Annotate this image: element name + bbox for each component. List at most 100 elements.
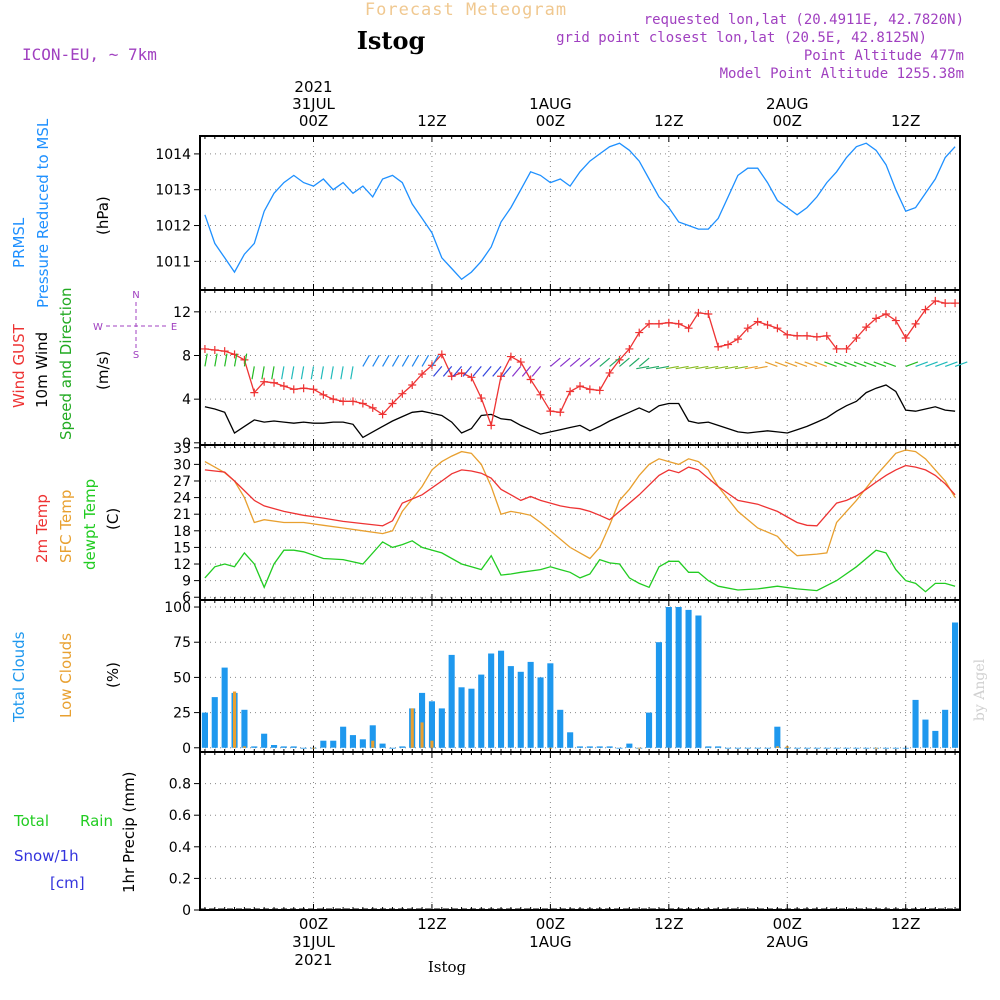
ytick-label: 21 [173,507,191,523]
gust-marker [279,382,288,391]
gust-marker [812,332,821,341]
gust-marker [941,299,950,308]
bottom-time-label: 00Z [536,915,565,933]
wind-direction-arrow [442,366,453,377]
wind-direction-arrow [873,361,887,367]
ytick-label: 0.2 [169,871,191,887]
ytick-label: 0.6 [169,808,191,824]
gust-marker [299,384,308,393]
wind-unit: (m/s) [94,351,112,390]
total-cloud-bar [764,747,771,749]
gust-marker [576,382,584,391]
gust-marker [289,385,298,394]
wind-direction-arrow [935,361,948,367]
dewpt-axis-label: dewpt Temp [81,479,99,570]
total-cloud-bar [606,746,613,748]
wind-direction-arrow [834,361,847,367]
total-rain-label-total: Total [13,812,49,830]
gust-marker [773,324,782,333]
model-altitude: Model Point Altitude 1255.38m [720,66,964,82]
watermark: by Angel [972,658,988,721]
gust-marker [803,331,812,340]
total-cloud-bar [271,745,278,748]
total-cloud-bar [261,733,268,748]
wind-direction-arrow [619,357,630,367]
wind-direction-arrow [204,353,208,367]
wind-direction-arrow [734,365,748,370]
ytick-label: 0 [182,741,191,757]
gust-marker [931,296,940,305]
wind-direction-arrow [944,361,958,367]
panel-frame [199,289,961,446]
gust-marker [457,368,466,377]
wind-speed-line [204,384,956,439]
total-clouds-axis-label: Total Clouds [10,631,28,723]
wind-direction-arrow [824,361,837,367]
gust-marker [585,385,594,394]
wind-direction-arrow [372,354,380,367]
pressure-axis-label: Pressure Reduced to MSL [34,118,52,308]
total-cloud-bar [359,739,366,748]
requested-coords: requested lon,lat (20.4911E, 42.7820N) [644,12,964,28]
gust-marker [832,344,841,353]
total-cloud-bar [804,747,811,749]
gust-marker [635,328,644,337]
ytick-label: 12 [173,305,191,321]
wind-direction-arrow [883,361,897,367]
wind-axis-label: 10m Wind [33,332,51,408]
gust-marker [319,390,328,399]
wind-direction-arrow [391,354,400,367]
total-cloud-bar [626,743,633,748]
gust-marker [477,394,486,403]
snow-unit-label: [cm] [50,874,85,892]
panels: 1011 1012 1013 1014 PRMSL Pressure Reduced to… [10,118,968,919]
grid-point-coords: grid point closest lon,lat (20.5E, 42.81… [556,30,927,46]
gust-marker [250,388,259,397]
ytick-label: 0 [182,436,191,452]
ytick-label: 0.8 [169,777,191,793]
total-cloud-bar [369,725,376,748]
total-cloud-bar [576,746,583,748]
wind-direction-arrow [362,354,370,367]
gust-marker [329,395,338,404]
wind-direction-arrow [310,366,315,380]
wind-direction-arrow [482,366,492,377]
wind-direction-arrow [609,357,620,367]
wind-direction-arrow [744,365,758,370]
gust-marker [862,323,871,332]
gust-marker [398,389,407,398]
gust-marker [654,319,663,328]
gust-marker [605,368,614,377]
bottom-time-label: 1AUG [529,933,571,951]
total-cloud-bar [863,747,870,749]
ytick-label: 18 [173,524,191,540]
gust-marker [497,372,506,381]
bottom-time-label: 00Z [773,915,802,933]
wind-direction-arrow [462,366,472,377]
wind-direction-arrow [271,366,275,380]
wind-direction-arrow [579,357,591,367]
total-cloud-bar [833,747,840,749]
total-cloud-bar [616,747,623,749]
wind-direction-arrow [502,366,512,377]
total-cloud-bar [754,747,761,749]
wind-direction-arrow [725,365,739,370]
bottom-time-label: 2021 [294,951,332,969]
wind-direction-arrow [814,361,827,367]
total-cloud-bar [853,747,860,749]
total-cloud-bar [507,666,514,748]
total-cloud-bar [685,609,692,748]
low-cloud-bar [637,747,641,749]
wind-direction-arrow [433,366,443,377]
wind-direction-arrow [636,365,650,370]
compass-rose: N S W E [93,290,177,361]
gust-marker [378,410,387,419]
wind-direction-arrow [233,353,238,367]
gust-marker [684,324,693,333]
temp2m-line [204,464,956,527]
gust-marker [901,334,910,343]
ytick-label: 0 [182,903,191,919]
gust-marker [753,317,762,326]
gust-marker [911,319,920,328]
top-time-label: 2AUG [766,95,808,113]
